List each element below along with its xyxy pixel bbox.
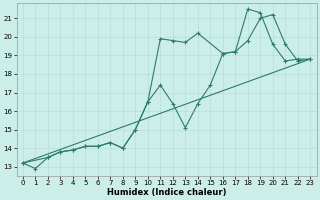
X-axis label: Humidex (Indice chaleur): Humidex (Indice chaleur) <box>107 188 226 197</box>
